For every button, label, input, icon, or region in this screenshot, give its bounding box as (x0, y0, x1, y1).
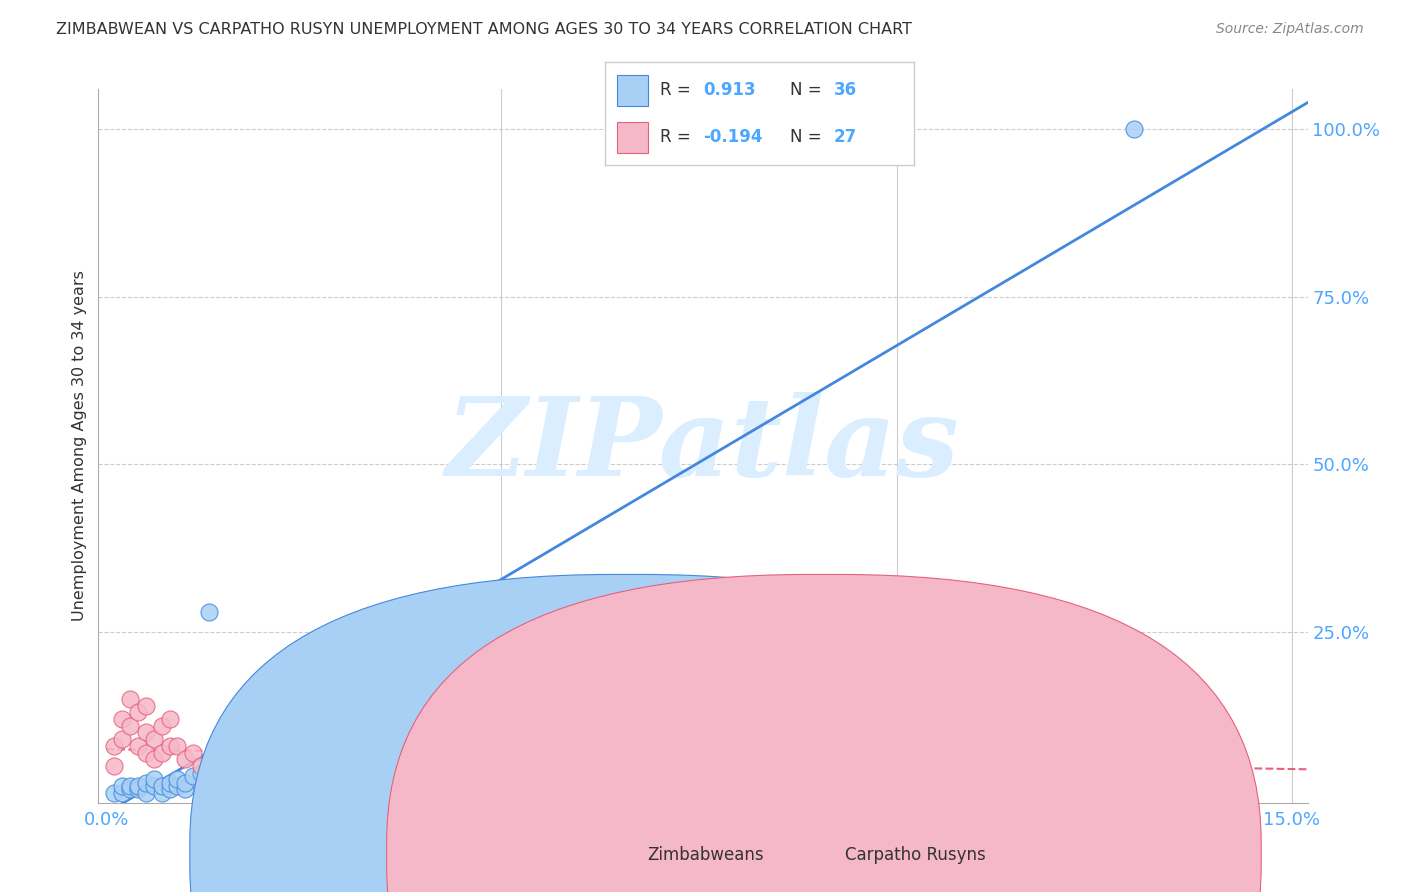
Point (127, 706, 149, 720)
Point (111, 786, 134, 800)
Point (332, 775, 354, 789)
Point (174, 782, 197, 797)
Point (159, 775, 181, 789)
Point (198, 605, 221, 619)
Point (150, 786, 173, 800)
Point (118, 779, 141, 793)
Point (238, 765, 260, 780)
Point (150, 719, 173, 733)
Point (1122, 122, 1144, 136)
Point (451, 779, 474, 793)
Point (135, 786, 157, 800)
Point (159, 712, 181, 726)
Point (142, 779, 165, 793)
Point (135, 775, 157, 789)
Point (103, 739, 125, 753)
Bar (617, 75, 648, 105)
Point (569, 789, 592, 803)
Text: N =: N = (790, 81, 827, 99)
Bar (617, 122, 648, 153)
Y-axis label: Unemployment Among Ages 30 to 34 years: Unemployment Among Ages 30 to 34 years (72, 270, 87, 622)
Point (491, 786, 513, 800)
Point (103, 759, 125, 773)
Point (451, 765, 474, 780)
Point (411, 769, 433, 783)
Text: ZIPatlas: ZIPatlas (446, 392, 960, 500)
Point (292, 759, 315, 773)
Text: 0.913: 0.913 (703, 81, 756, 99)
Point (118, 782, 141, 797)
Point (103, 786, 125, 800)
Text: R =: R = (661, 81, 696, 99)
Text: N =: N = (790, 128, 827, 146)
Point (174, 775, 197, 789)
Point (127, 739, 149, 753)
Text: Zimbabweans: Zimbabweans (647, 846, 763, 863)
Point (222, 772, 245, 787)
Point (222, 752, 245, 766)
Point (150, 746, 173, 760)
Point (159, 782, 181, 797)
Point (166, 739, 188, 753)
Point (111, 712, 134, 726)
Text: 27: 27 (834, 128, 856, 146)
Point (135, 725, 157, 739)
Point (214, 779, 236, 793)
Point (142, 732, 165, 747)
Point (118, 719, 141, 733)
Point (150, 779, 173, 793)
Point (846, 145, 869, 160)
Point (174, 752, 197, 766)
Text: 36: 36 (834, 81, 856, 99)
Point (181, 746, 204, 760)
Point (142, 772, 165, 787)
Point (127, 782, 149, 797)
Point (159, 739, 181, 753)
Point (166, 779, 188, 793)
Point (190, 765, 212, 780)
Point (111, 732, 134, 747)
Text: Source: ZipAtlas.com: Source: ZipAtlas.com (1216, 22, 1364, 37)
Point (190, 759, 212, 773)
Point (181, 769, 204, 783)
Text: ZIMBABWEAN VS CARPATHO RUSYN UNEMPLOYMENT AMONG AGES 30 TO 34 YEARS CORRELATION : ZIMBABWEAN VS CARPATHO RUSYN UNEMPLOYMEN… (56, 22, 912, 37)
Point (166, 772, 188, 787)
Point (198, 765, 221, 780)
Point (253, 762, 276, 776)
Point (142, 752, 165, 766)
Point (214, 769, 236, 783)
Text: Carpatho Rusyns: Carpatho Rusyns (845, 846, 986, 863)
Point (886, 790, 908, 805)
Point (371, 765, 394, 780)
Point (135, 746, 157, 760)
Point (118, 692, 141, 706)
Point (135, 698, 157, 713)
Text: -0.194: -0.194 (703, 128, 763, 146)
Point (316, 772, 339, 787)
Point (111, 779, 134, 793)
Text: R =: R = (661, 128, 696, 146)
Point (491, 765, 513, 780)
Point (127, 779, 149, 793)
